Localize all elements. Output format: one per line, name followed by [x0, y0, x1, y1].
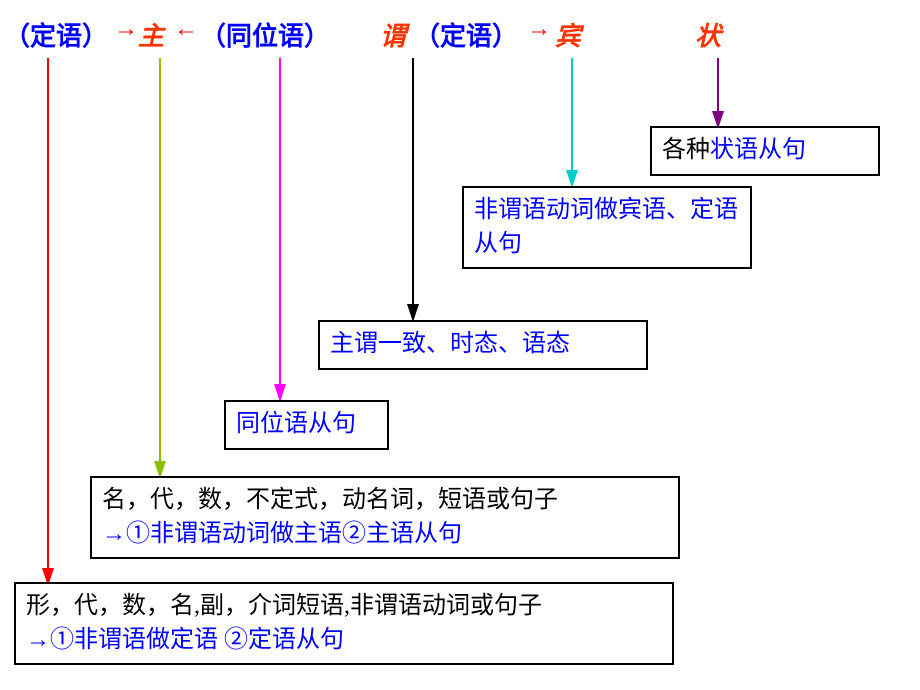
- box-zhuang-blue: 状语从句: [710, 137, 806, 163]
- box-zhuang-black: 各种: [662, 137, 710, 163]
- box-zhu-line2: ①非谓语动词做主语②主语从句: [126, 521, 462, 547]
- label-bin: 宾: [555, 16, 581, 53]
- box-zhuang: 各种状语从句: [650, 126, 880, 176]
- box-tongwei-blue: 同位语从句: [236, 411, 356, 437]
- label-dingyu1: （定语）: [4, 16, 108, 53]
- box-bin-blue: 非谓语动词做宾语、定语从句: [474, 197, 738, 257]
- label-tongweiyu: （同位语）: [200, 16, 330, 53]
- box-zhu-arrow: →: [102, 521, 126, 547]
- box-dingyu-line2: ①非谓语做定语 ②定语从句: [50, 627, 344, 653]
- box-zhu-line1: 名，代，数，不定式，动名词，短语或句子: [102, 487, 558, 513]
- box-tongwei: 同位语从句: [224, 400, 389, 450]
- box-dingyu-line1: 形，代，数，名,副，介词短语,非谓语动词或句子: [26, 593, 542, 619]
- diagram-container: （定语） → 主 ← （同位语） 谓 （定语） → 宾 状: [0, 0, 920, 690]
- label-dingyu2: （定语）: [414, 16, 518, 53]
- arrow-right-1: →: [114, 16, 138, 43]
- arrow-right-2: →: [527, 16, 551, 43]
- box-wei-blue: 主谓一致、时态、语态: [330, 331, 570, 357]
- label-zhuang: 状: [695, 16, 721, 53]
- box-bin: 非谓语动词做宾语、定语从句: [462, 186, 752, 269]
- label-zhu: 主: [138, 16, 164, 53]
- box-dingyu: 形，代，数，名,副，介词短语,非谓语动词或句子 →①非谓语做定语 ②定语从句: [14, 582, 674, 665]
- box-wei: 主谓一致、时态、语态: [318, 320, 648, 370]
- box-dingyu-arrow: →: [26, 627, 50, 653]
- box-zhu: 名，代，数，不定式，动名词，短语或句子 →①非谓语动词做主语②主语从句: [90, 476, 680, 559]
- arrow-left-1: ←: [174, 16, 198, 43]
- label-wei: 谓: [380, 16, 406, 53]
